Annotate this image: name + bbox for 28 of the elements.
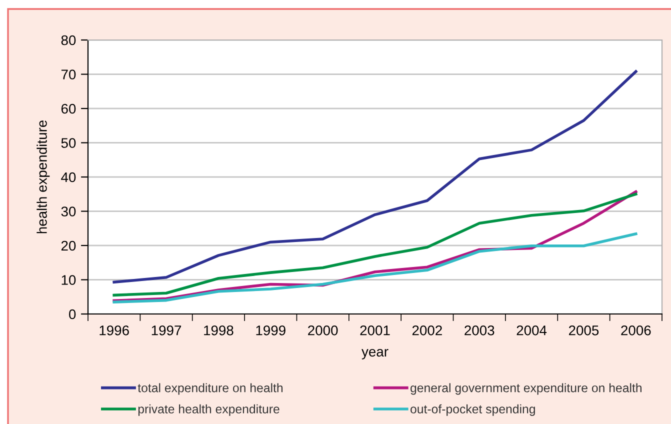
y-tick-label: 50 <box>61 138 76 148</box>
legend-label: total expenditure on health <box>138 383 283 395</box>
x-tick-label: 2002 <box>412 325 442 336</box>
line-series <box>112 232 638 304</box>
y-tick-label: 0 <box>69 309 76 320</box>
x-axis-title: year <box>362 348 388 360</box>
x-tick-label: 1999 <box>256 325 286 336</box>
y-tick-label: 70 <box>61 70 76 80</box>
y-tick-label: 40 <box>61 172 76 182</box>
x-tick-label: 2003 <box>464 325 494 336</box>
legend-label: general government expenditure on health <box>410 383 642 395</box>
x-tick-label: 2001 <box>360 325 390 336</box>
y-tick-label: 10 <box>62 275 76 285</box>
x-tick-label: 2004 <box>516 325 547 336</box>
x-tick-label: 2005 <box>568 325 599 336</box>
legend-label: out-of-pocket spending <box>410 404 535 416</box>
line-series <box>112 70 638 284</box>
x-tick-label: 1998 <box>204 325 234 336</box>
x-tick-label: 1997 <box>152 325 182 336</box>
x-tick-label: 2000 <box>308 325 338 336</box>
y-tick-label: 20 <box>61 240 76 251</box>
y-tick-label: 30 <box>61 206 76 216</box>
x-tick-label: 1996 <box>100 325 129 336</box>
y-tick-label: 80 <box>61 35 76 46</box>
legend-label: private health expenditure <box>138 404 280 416</box>
x-tick-label: 2006 <box>621 325 651 336</box>
y-tick-label: 60 <box>61 104 76 114</box>
y-axis-title: health expenditure <box>36 120 50 234</box>
